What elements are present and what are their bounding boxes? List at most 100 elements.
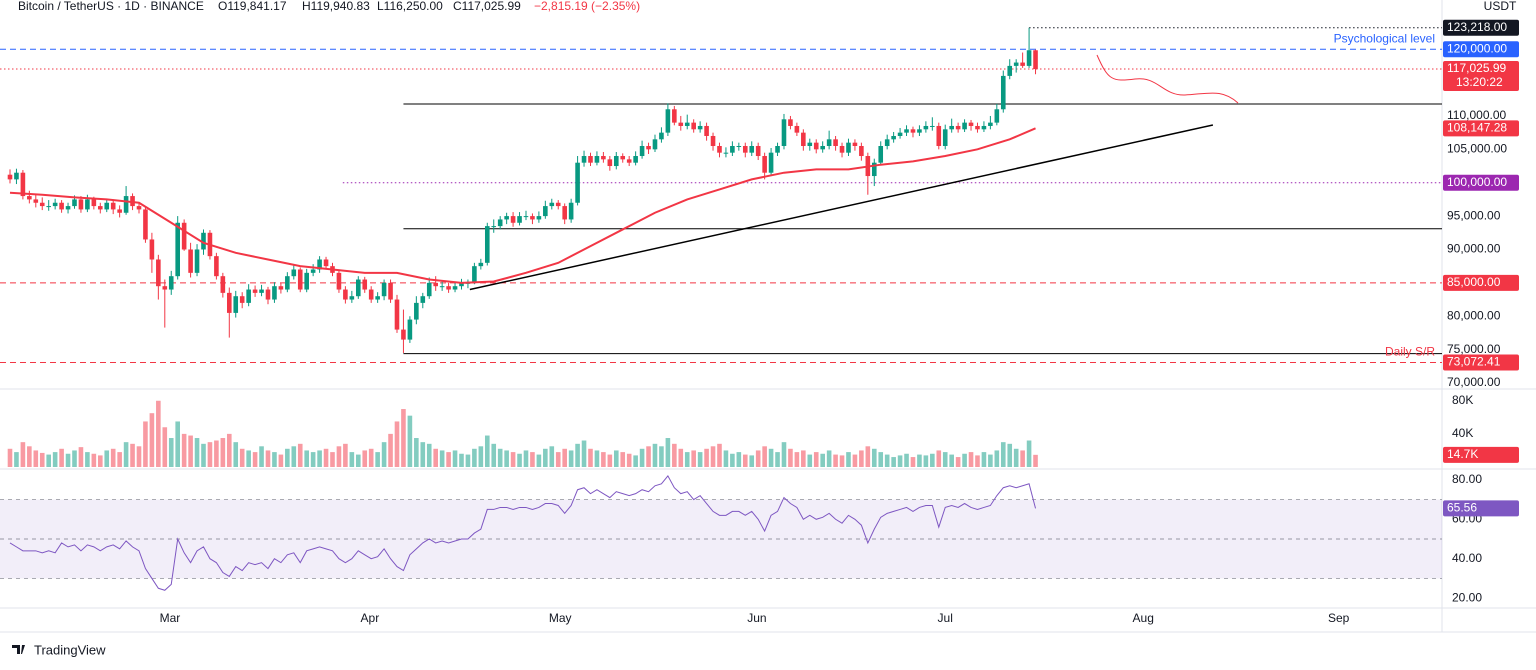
volume-bar (762, 446, 767, 467)
candle-body (801, 132, 806, 147)
candle-body (820, 146, 825, 150)
volume-bar (439, 450, 445, 467)
volume-bar (878, 452, 884, 467)
volume-bar (246, 450, 251, 467)
volume-bar (904, 453, 909, 467)
candle-body (168, 276, 174, 290)
volume-bar (833, 454, 838, 467)
volume-bar (59, 448, 64, 467)
candle-body (52, 202, 58, 207)
y-tick-label: 40.00 (1452, 551, 1482, 565)
candle-body (504, 216, 509, 220)
volume-bar (942, 452, 948, 467)
volume-bar (130, 443, 135, 467)
candle-body (459, 282, 464, 287)
price-label-bg (1443, 274, 1519, 291)
volume-bar (994, 450, 1000, 467)
volume-bar (265, 450, 271, 467)
x-tick-label: Jul (938, 611, 953, 625)
candle-body (555, 202, 561, 207)
volume-bar (136, 446, 142, 467)
volume-bar (233, 442, 239, 467)
price-label: 85,000.00 (1447, 275, 1501, 289)
candle-body (278, 286, 284, 290)
candle-body (336, 272, 342, 290)
candle-body (220, 276, 226, 293)
volume-bar (523, 450, 529, 467)
volume-bar (104, 450, 110, 467)
candle-body (368, 289, 374, 300)
volume-bar (168, 438, 174, 467)
candle-body (317, 259, 322, 270)
candle-body (1013, 62, 1019, 66)
volume-bar (181, 433, 187, 467)
volume-bar (368, 448, 374, 467)
logo-mark (12, 645, 25, 654)
candle-body (7, 174, 13, 180)
candle-body (549, 202, 555, 207)
candle-body (813, 142, 819, 150)
price-label-bg (1443, 500, 1519, 517)
volume-bar (626, 453, 632, 467)
candle-body (723, 152, 729, 154)
volume-bar (143, 421, 148, 467)
candle-body (20, 172, 26, 197)
y-tick-label: 70,000.00 (1447, 375, 1501, 389)
volume-bar (807, 454, 813, 467)
volume-bar (194, 438, 200, 467)
volume-bar (117, 452, 122, 467)
volume-bar (472, 448, 477, 467)
candle-body (394, 299, 400, 330)
candle-body (65, 206, 71, 210)
volume-bar (717, 443, 722, 467)
volume-bar (697, 452, 703, 467)
candle-body (930, 125, 935, 127)
candle-body (452, 286, 458, 290)
y-tick-label: 80.00 (1452, 472, 1482, 486)
volume-bar (156, 400, 161, 467)
candle-body (439, 286, 445, 288)
volume-bar (20, 442, 26, 467)
price-label-bg (1443, 61, 1519, 92)
candle-body (414, 302, 419, 320)
level-note: Daily S/R (1385, 345, 1435, 359)
candle-body (27, 196, 32, 200)
open-value: O119,841.17 (218, 0, 287, 13)
candle-body (97, 206, 103, 210)
volume-bar (891, 457, 896, 467)
candle-body (291, 269, 297, 277)
candle-body (704, 125, 709, 136)
low-value: L116,250.00 (377, 0, 443, 13)
candle-body (917, 129, 922, 133)
candle-body (181, 222, 187, 250)
candle-body (433, 282, 438, 287)
volume-bar (607, 454, 613, 467)
candle-body (156, 259, 161, 287)
volume-bar (459, 453, 464, 467)
volume-bar (839, 455, 845, 467)
candle-body (239, 296, 245, 303)
volume-bar (968, 452, 974, 467)
volume-bar (801, 450, 806, 467)
volume-bar (923, 455, 929, 467)
candle-body (613, 156, 619, 167)
candle-body (807, 142, 813, 147)
volume-bar (691, 450, 696, 467)
volume-bar (962, 453, 967, 467)
trendline (469, 124, 1214, 291)
price-label-bg (1443, 120, 1519, 137)
volume-bar (884, 454, 890, 467)
candle-body (588, 156, 593, 163)
candle-body (781, 119, 787, 147)
candle-body (646, 146, 651, 150)
candle-body (562, 206, 567, 220)
volume-bar (846, 452, 851, 467)
volume-bar (588, 448, 593, 467)
candle-body (955, 125, 961, 130)
candle-body (39, 202, 45, 207)
x-tick-label: Aug (1133, 611, 1154, 625)
y-tick-label: 80,000.00 (1447, 308, 1501, 322)
price-label-bg (1443, 19, 1519, 36)
candle-body (626, 159, 632, 163)
